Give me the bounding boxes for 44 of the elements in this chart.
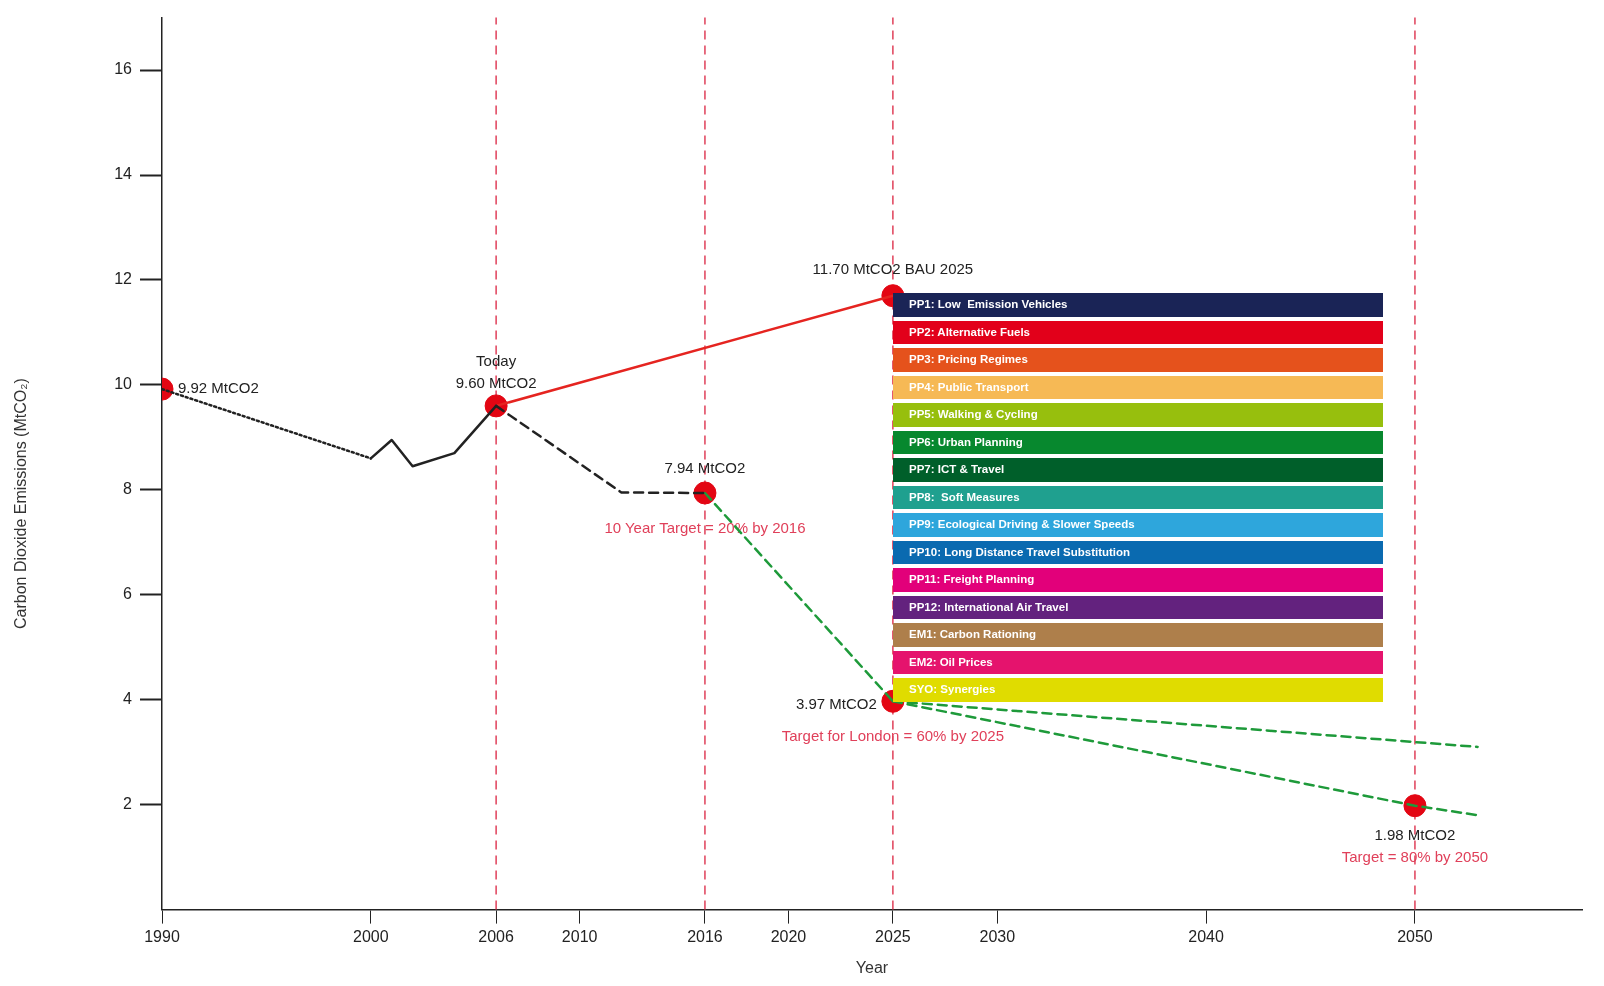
- data-label: 3.97 MtCO2: [796, 695, 877, 713]
- x-tick-label: 2000: [353, 927, 389, 945]
- ref-line-label: Target for London = 60% by 2025: [781, 727, 1005, 745]
- category-label: PP8: Soft Measures: [893, 485, 1383, 509]
- data-label: 1.98 MtCO2: [1374, 825, 1456, 843]
- y-axis-title: Carbon Dioxide Emissions (MtCO₂): [12, 378, 30, 629]
- category-label: PP3: Pricing Regimes: [893, 348, 1383, 372]
- x-tick-label: 2020: [770, 927, 807, 945]
- y-tick-label: 16: [114, 60, 133, 78]
- x-tick-label: 2030: [979, 927, 1016, 945]
- category-label: EM2: Oil Prices: [893, 650, 1383, 674]
- data-label: 9.60 MtCO2: [455, 374, 537, 392]
- x-tick-label: 2050: [1397, 927, 1433, 945]
- y-tick-label: 12: [114, 270, 133, 288]
- x-tick-label: 1990: [144, 927, 180, 945]
- y-tick-label: 6: [123, 585, 133, 603]
- data-label: 11.70 MtCO2 BAU 2025: [812, 259, 974, 277]
- ref-line-label: Target = 80% by 2050: [1341, 847, 1489, 865]
- category-label: PP12: International Air Travel: [893, 595, 1383, 619]
- category-label: PP2: Alternative Fuels: [893, 320, 1383, 344]
- annotation: Today: [476, 352, 517, 370]
- category-label: PP10: Long Distance Travel Substitution: [893, 540, 1383, 564]
- y-tick-label: 2: [123, 795, 133, 813]
- y-tick-label: 14: [114, 165, 133, 183]
- y-tick-label: 4: [123, 690, 133, 708]
- category-label: PP9: Ecological Driving & Slower Speeds: [893, 513, 1383, 537]
- category-label: SYO: Synergies: [893, 678, 1383, 702]
- x-axis-title: Year: [855, 958, 889, 976]
- x-tick-label: 2010: [561, 927, 598, 945]
- category-label: PP4: Public Transport: [893, 375, 1383, 399]
- y-tick-label: 10: [114, 375, 133, 393]
- x-tick-label: 2040: [1188, 927, 1225, 945]
- data-label: 9.92 MtCO2: [178, 379, 259, 397]
- category-label: PP1: Low Emission Vehicles: [893, 293, 1383, 317]
- data-label: 7.94 MtCO2: [664, 459, 746, 477]
- category-label: PP5: Walking & Cycling: [893, 403, 1383, 427]
- category-label: PP6: Urban Planning: [893, 430, 1383, 454]
- x-tick-label: 2016: [687, 927, 723, 945]
- category-label: EM1: Carbon Rationing: [893, 623, 1383, 647]
- category-label: PP11: Freight Planning: [893, 568, 1383, 592]
- x-tick-label: 2006: [478, 927, 515, 945]
- y-tick-label: 8: [123, 480, 133, 498]
- x-tick-label: 2025: [875, 927, 911, 945]
- category-label: PP7: ICT & Travel: [893, 458, 1383, 482]
